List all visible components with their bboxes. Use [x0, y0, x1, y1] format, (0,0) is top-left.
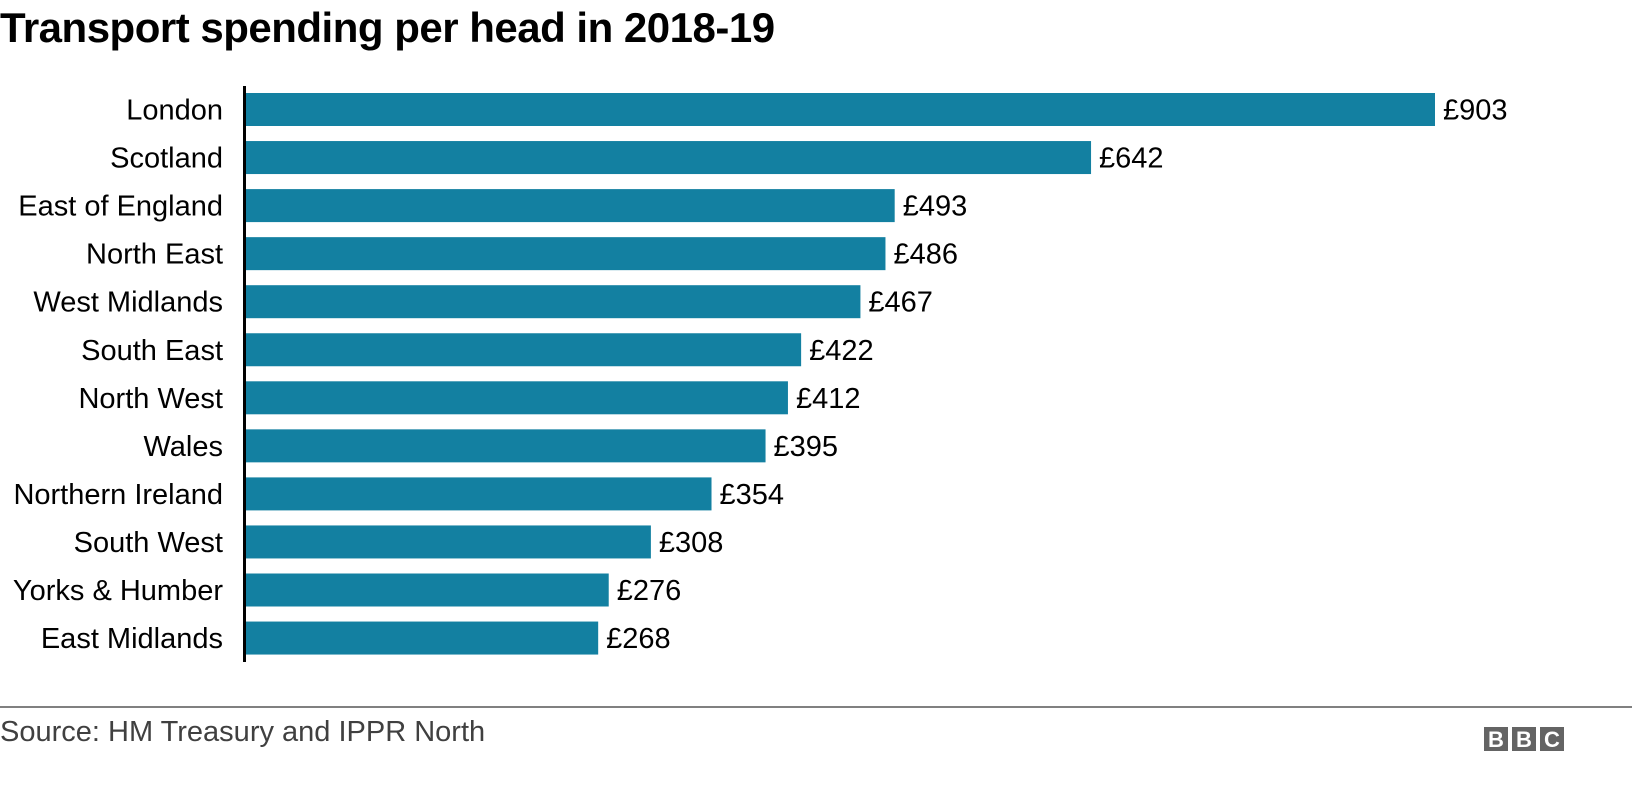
category-label: Yorks & Humber	[13, 575, 223, 607]
data-label: £486	[893, 239, 958, 271]
bbc-logo-letter: B	[1512, 727, 1536, 752]
bar-chart: London £903 Scotland £642 East of England £49…	[13, 86, 1508, 662]
data-label: £412	[796, 383, 861, 415]
data-label: £422	[809, 335, 874, 367]
bar	[245, 573, 609, 607]
bbc-logo-letter: B	[1484, 727, 1508, 752]
bar	[245, 93, 1435, 126]
category-label: Scotland	[110, 143, 223, 175]
data-label: £276	[617, 575, 682, 607]
bar	[245, 477, 712, 511]
category-label: East of England	[18, 191, 223, 223]
data-label: £268	[606, 623, 671, 655]
bar	[245, 381, 788, 415]
data-label: £903	[1443, 95, 1508, 127]
category-label: South East	[81, 335, 223, 367]
bbc-logo: B B C	[1484, 727, 1564, 752]
category-label: North East	[86, 239, 223, 271]
category-label: London	[126, 95, 223, 127]
bar	[245, 621, 599, 655]
bar	[245, 333, 802, 367]
data-label: £467	[868, 287, 933, 319]
footer-divider	[0, 706, 1632, 708]
category-label: West Midlands	[33, 287, 223, 319]
bar	[245, 141, 1092, 175]
category-label: East Midlands	[41, 623, 223, 655]
data-label: £308	[659, 527, 724, 559]
data-label: £354	[720, 479, 785, 511]
data-label: £642	[1099, 143, 1164, 175]
category-label: Northern Ireland	[13, 479, 223, 511]
bar	[245, 189, 895, 223]
category-label: North West	[78, 383, 223, 415]
data-label: £493	[903, 191, 968, 223]
bar	[245, 525, 651, 559]
bar	[245, 429, 766, 463]
source-note: Source: HM Treasury and IPPR North	[0, 716, 486, 748]
category-label: South West	[74, 527, 223, 559]
category-label: Wales	[144, 431, 224, 463]
bbc-logo-letter: C	[1540, 727, 1564, 752]
chart-title: Transport spending per head in 2018-19	[0, 4, 775, 51]
bar	[245, 237, 886, 271]
data-label: £395	[774, 431, 839, 463]
bar	[245, 285, 861, 319]
